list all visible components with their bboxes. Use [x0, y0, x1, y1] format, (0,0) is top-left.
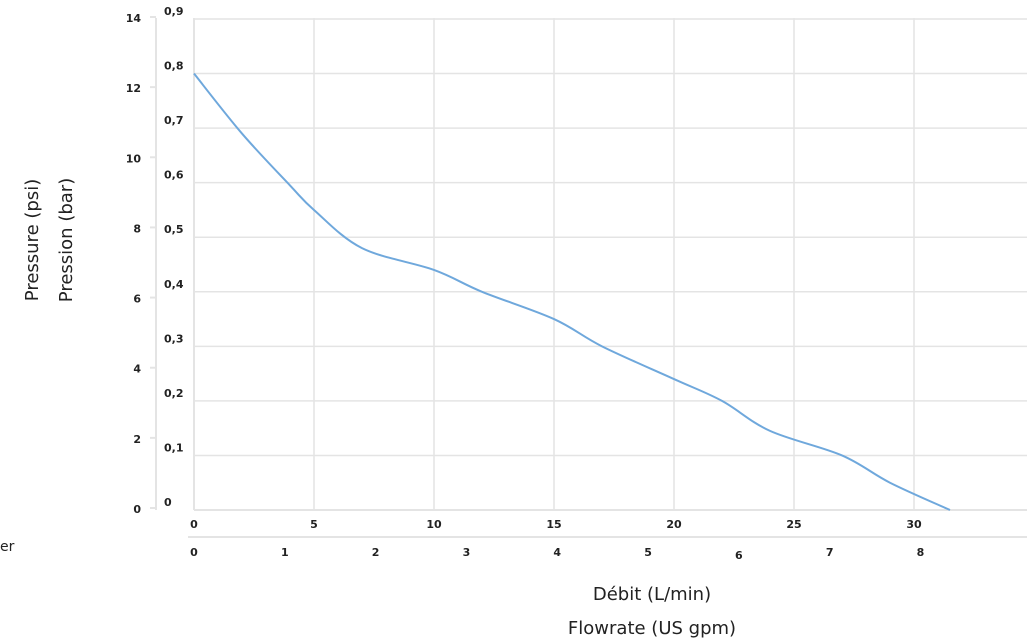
y-tick-bar: 0,5 — [164, 223, 184, 236]
x-tick-lmin: 0 — [190, 518, 198, 531]
y-tick-psi: 0 — [133, 503, 141, 516]
y-axis-title-bar: Pression (bar) — [56, 178, 77, 302]
grid — [194, 18, 1027, 510]
y-tick-bar: 0,9 — [164, 5, 184, 18]
series-layer — [193, 72, 951, 511]
x-tick-gpm: 2 — [372, 546, 380, 559]
y-tick-bar: 0,3 — [164, 332, 184, 345]
y-tick-psi: 8 — [133, 222, 141, 235]
x-tick-gpm: 6 — [735, 549, 743, 562]
series-line — [193, 72, 951, 511]
left-edge-text-fragment: er — [0, 539, 15, 555]
y-tick-bar: 0,1 — [164, 441, 184, 454]
x-tick-gpm: 5 — [644, 546, 652, 559]
y-tick-bar: 0,2 — [164, 387, 184, 400]
x-tick-lmin: 5 — [310, 518, 318, 531]
y-tick-bar: 0,6 — [164, 169, 184, 182]
y-tick-psi: 14 — [126, 12, 142, 25]
y-tick-bar: 0,4 — [164, 278, 184, 291]
x-tick-gpm: 8 — [917, 546, 925, 559]
y-tick-bar: 0,8 — [164, 60, 184, 73]
y-tick-psi: 12 — [126, 82, 141, 95]
x-tick-gpm: 7 — [826, 546, 834, 559]
y-tick-psi: 4 — [133, 363, 141, 376]
x-tick-lmin: 25 — [786, 518, 801, 531]
x-tick-gpm: 1 — [281, 546, 289, 559]
y-tick-bar: 0 — [164, 496, 172, 509]
y-tick-psi: 6 — [133, 293, 141, 306]
axes — [150, 16, 1027, 538]
tick-labels: 00,10,20,30,40,50,60,70,80,90 5 10 15 20 25 30… — [126, 5, 925, 562]
y-tick-bar: 0,7 — [164, 114, 184, 127]
x-tick-lmin: 30 — [906, 518, 922, 531]
x-axis-title-lmin: Débit (L/min) — [593, 584, 711, 605]
y-axis-title-psi: Pressure (psi) — [22, 179, 43, 301]
x-axis-title-gpm: Flowrate (US gpm) — [568, 618, 736, 639]
x-tick-gpm: 4 — [553, 546, 561, 559]
x-tick-gpm: 0 — [190, 546, 198, 559]
y-tick-psi: 2 — [133, 433, 141, 446]
x-tick-lmin: 20 — [666, 518, 682, 531]
x-tick-lmin: 10 — [426, 518, 442, 531]
x-tick-gpm: 3 — [463, 546, 471, 559]
x-tick-lmin: 15 — [546, 518, 561, 531]
y-tick-psi: 10 — [126, 152, 142, 165]
